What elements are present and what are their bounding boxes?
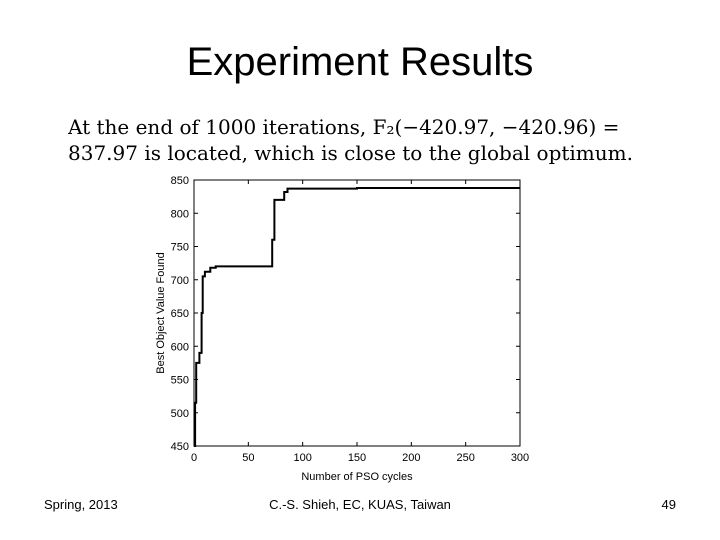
x-tick-label: 150	[348, 452, 366, 464]
body-text-line-2: 837.97 is located, which is close to the…	[68, 141, 633, 165]
y-tick-label: 650	[171, 308, 189, 320]
x-axis-ticks: 0 50 100 150 200 250 300	[191, 180, 529, 464]
x-tick-label: 50	[242, 452, 254, 464]
x-tick-label: 100	[293, 452, 311, 464]
x-tick-label: 0	[191, 452, 197, 464]
y-tick-label: 500	[171, 408, 189, 420]
plot-frame	[193, 179, 521, 447]
y-tick-label: 750	[171, 242, 189, 254]
body-text: At the end of 1000 iterations, F₂(−420.9…	[68, 114, 668, 166]
body-text-line-1: At the end of 1000 iterations, F₂(−420.9…	[68, 115, 620, 139]
y-tick-label: 700	[171, 275, 189, 287]
y-tick-label: 800	[171, 208, 189, 220]
y-tick-label: 600	[171, 341, 189, 353]
x-tick-label: 200	[402, 452, 420, 464]
page-number: 49	[661, 497, 676, 512]
footer-date: Spring, 2013	[44, 497, 118, 512]
chart-svg: 450 500 550 600 650 700 750 800 850 0 50 100 150 200…	[155, 175, 529, 483]
y-tick-label: 450	[171, 441, 189, 453]
slide-title: Experiment Results	[186, 40, 534, 84]
x-tick-label: 300	[511, 452, 529, 464]
y-axis-label: Best Object Value Found	[155, 252, 167, 373]
pso-convergence-chart: 450 500 550 600 650 700 750 800 850 0 50 100 150 200…	[150, 168, 540, 490]
y-tick-label: 850	[171, 175, 189, 187]
y-axis-ticks: 450 500 550 600 650 700 750 800 850	[171, 175, 520, 453]
x-axis-label: Number of PSO cycles	[301, 471, 413, 483]
y-tick-label: 550	[171, 375, 189, 387]
series-line	[194, 187, 520, 447]
footer-author: C.-S. Shieh, EC, KUAS, Taiwan	[269, 497, 451, 512]
x-tick-label: 250	[456, 452, 474, 464]
